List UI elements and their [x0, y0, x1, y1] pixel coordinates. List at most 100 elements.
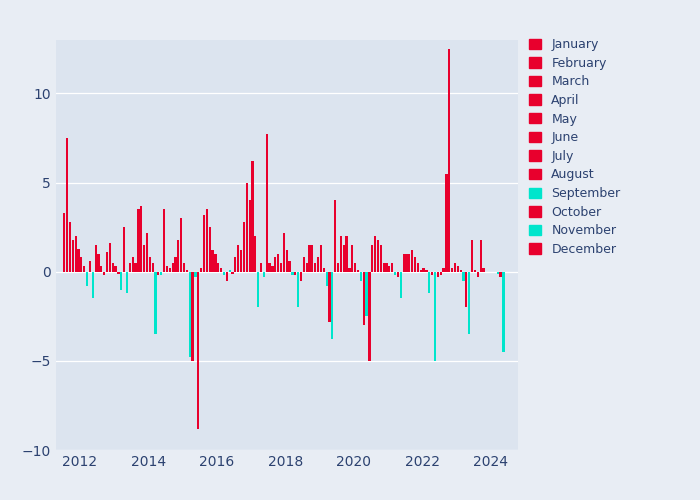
Bar — [402, 254, 405, 272]
Bar — [314, 263, 316, 272]
Bar — [365, 272, 368, 316]
Bar — [220, 268, 222, 272]
Bar — [426, 270, 428, 272]
Bar — [254, 236, 256, 272]
Legend: January, February, March, April, May, June, July, August, September, October, No: January, February, March, April, May, Ju… — [529, 38, 620, 256]
Bar — [177, 240, 179, 272]
Bar — [331, 272, 333, 340]
Bar — [397, 272, 399, 277]
Bar — [78, 248, 80, 272]
Bar — [248, 200, 251, 272]
Bar — [137, 210, 139, 272]
Bar — [209, 227, 211, 272]
Bar — [155, 272, 157, 334]
Bar — [463, 272, 465, 280]
Bar — [166, 266, 168, 272]
Bar — [160, 272, 162, 276]
Bar — [379, 245, 382, 272]
Bar — [126, 272, 128, 293]
Bar — [86, 272, 88, 286]
Bar — [377, 240, 379, 272]
Bar — [237, 245, 239, 272]
Bar — [163, 210, 165, 272]
Bar — [437, 272, 439, 277]
Bar — [431, 272, 433, 276]
Bar — [106, 252, 108, 272]
Bar — [211, 250, 214, 272]
Bar — [123, 227, 125, 272]
Bar — [158, 272, 160, 276]
Bar — [480, 240, 482, 272]
Bar — [66, 138, 68, 272]
Bar — [232, 272, 234, 274]
Bar — [274, 258, 277, 272]
Bar — [288, 261, 290, 272]
Bar — [286, 250, 288, 272]
Bar — [320, 245, 322, 272]
Bar — [357, 270, 359, 272]
Bar — [188, 272, 191, 358]
Bar — [474, 270, 476, 272]
Bar — [328, 272, 330, 322]
Bar — [223, 272, 225, 276]
Bar — [108, 243, 111, 272]
Bar — [217, 263, 219, 272]
Bar — [240, 250, 242, 272]
Bar — [174, 258, 176, 272]
Bar — [400, 272, 402, 298]
Bar — [323, 268, 325, 272]
Bar — [312, 245, 314, 272]
Bar — [120, 272, 122, 289]
Bar — [214, 254, 216, 272]
Bar — [92, 272, 94, 298]
Bar — [368, 272, 370, 361]
Bar — [460, 270, 462, 272]
Bar — [251, 161, 253, 272]
Bar — [468, 272, 470, 334]
Bar — [257, 272, 259, 308]
Bar — [306, 263, 308, 272]
Bar — [445, 174, 447, 272]
Bar — [140, 206, 142, 272]
Bar — [434, 272, 436, 361]
Bar — [172, 263, 174, 272]
Bar — [302, 258, 305, 272]
Bar — [454, 263, 456, 272]
Bar — [411, 250, 413, 272]
Bar — [103, 272, 105, 276]
Bar — [451, 268, 453, 272]
Bar — [71, 240, 74, 272]
Bar — [342, 245, 345, 272]
Bar — [334, 200, 336, 272]
Bar — [326, 272, 328, 286]
Bar — [346, 236, 348, 272]
Bar — [69, 222, 71, 272]
Bar — [283, 232, 285, 272]
Bar — [496, 272, 499, 274]
Bar — [391, 263, 393, 272]
Bar — [148, 258, 151, 272]
Bar — [280, 263, 282, 272]
Bar — [500, 272, 502, 277]
Bar — [152, 263, 154, 272]
Bar — [195, 272, 197, 277]
Bar — [389, 266, 391, 272]
Bar — [97, 254, 99, 272]
Bar — [363, 272, 365, 325]
Bar — [200, 268, 202, 272]
Bar — [442, 268, 444, 272]
Bar — [111, 263, 114, 272]
Bar — [466, 272, 468, 308]
Bar — [482, 268, 484, 272]
Bar — [118, 272, 120, 274]
Bar — [192, 272, 194, 361]
Bar — [471, 240, 473, 272]
Bar — [143, 245, 145, 272]
Bar — [265, 134, 268, 272]
Bar — [80, 258, 83, 272]
Bar — [371, 245, 373, 272]
Bar — [297, 272, 299, 308]
Bar — [225, 272, 228, 280]
Bar — [428, 272, 430, 293]
Bar — [360, 272, 362, 280]
